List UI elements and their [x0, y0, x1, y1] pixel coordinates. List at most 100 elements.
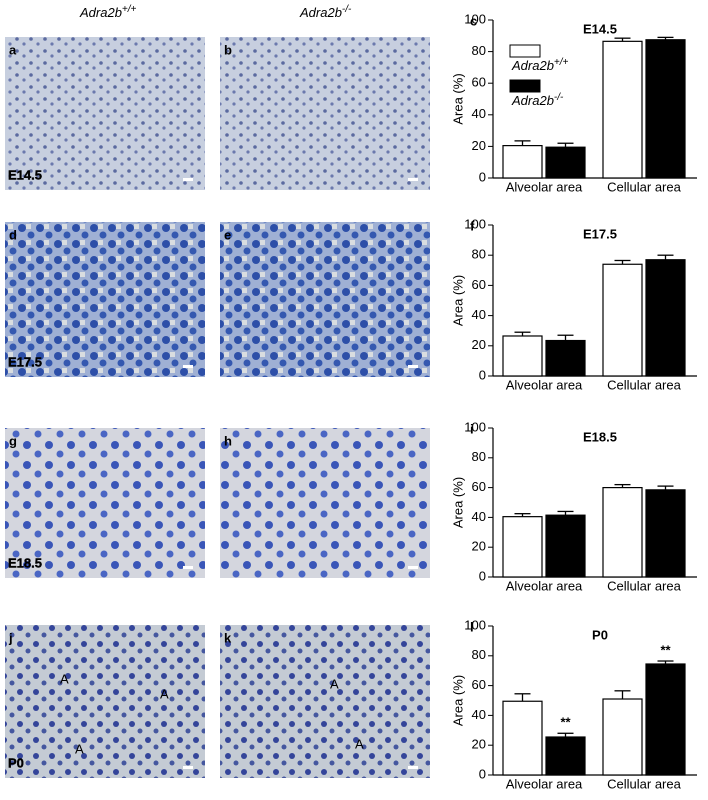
micrograph	[5, 625, 205, 778]
y-tick-label: 60	[472, 75, 486, 90]
panel-label: f	[470, 218, 475, 233]
bar	[545, 514, 586, 578]
bar	[502, 335, 543, 377]
header-name: Adra2b	[79, 5, 122, 20]
y-tick-label: 80	[472, 247, 486, 262]
chart-title: E14.5	[583, 21, 617, 36]
bar	[502, 516, 543, 578]
y-tick-label: 80	[472, 43, 486, 58]
y-tick-label: 100	[464, 11, 486, 26]
y-tick-label: 40	[472, 307, 486, 322]
scale-bar	[183, 178, 193, 181]
y-tick-label: 0	[479, 367, 486, 382]
column-header: Adra2b-/-	[299, 4, 352, 21]
scale-bar	[408, 365, 418, 368]
micrograph	[5, 37, 205, 190]
x-tick-label: Alveolar area	[506, 377, 583, 392]
bar	[645, 39, 686, 179]
x-tick-label: Cellular area	[607, 776, 681, 791]
legend-swatch	[509, 44, 541, 58]
region-label: A	[75, 741, 84, 756]
bar	[602, 40, 643, 179]
header-sup: +/+	[122, 4, 137, 15]
region-label: A	[160, 686, 169, 701]
bar	[602, 698, 643, 776]
micrograph	[220, 428, 430, 578]
y-axis-label: Area (%)	[450, 477, 465, 528]
significance: **	[560, 715, 571, 730]
bar	[502, 700, 543, 776]
y-axis-label: Area (%)	[450, 675, 465, 726]
panel-label: l	[470, 619, 474, 634]
y-tick-label: 60	[472, 479, 486, 494]
panel-label: h	[224, 433, 232, 448]
y-axis-label: Area (%)	[450, 73, 465, 124]
legend-label: Adra2b-/-	[511, 92, 564, 109]
chart-title: P0	[592, 627, 608, 642]
y-tick-label: 100	[464, 419, 486, 434]
panel-label: i	[470, 421, 474, 436]
legend-name: Adra2b	[511, 93, 554, 108]
bar	[645, 663, 686, 776]
scale-bar	[408, 178, 418, 181]
chart-title: E18.5	[583, 429, 617, 444]
micrograph	[220, 222, 430, 377]
micrograph	[5, 222, 205, 377]
y-tick-label: 0	[479, 568, 486, 583]
x-tick-label: Cellular area	[607, 179, 681, 194]
bar	[602, 487, 643, 578]
bar	[545, 339, 586, 377]
chart-title: E17.5	[583, 226, 617, 241]
y-tick-label: 40	[472, 509, 486, 524]
panel-label: a	[9, 42, 17, 57]
x-tick-label: Alveolar area	[506, 578, 583, 593]
legend-sup: +/+	[554, 57, 569, 68]
panel-label: g	[9, 433, 17, 448]
y-tick-label: 0	[479, 766, 486, 781]
panel-label: d	[9, 227, 17, 242]
header-sup: -/-	[342, 4, 352, 15]
bar	[645, 489, 686, 578]
y-tick-label: 80	[472, 449, 486, 464]
stage-label: E17.5	[8, 354, 42, 369]
y-tick-label: 20	[472, 138, 486, 153]
micrograph	[5, 428, 205, 578]
panel-label: j	[8, 630, 13, 645]
stage-label: E18.5	[8, 555, 42, 570]
bar	[545, 736, 586, 776]
scale-bar	[183, 365, 193, 368]
y-tick-label: 0	[479, 169, 486, 184]
bar	[645, 259, 686, 377]
region-label: A	[330, 676, 339, 691]
y-tick-label: 100	[464, 216, 486, 231]
bar	[502, 145, 543, 179]
y-tick-label: 60	[472, 277, 486, 292]
y-tick-label: 100	[464, 617, 486, 632]
y-tick-label: 60	[472, 677, 486, 692]
panel-label: c	[470, 13, 477, 28]
x-tick-label: Alveolar area	[506, 179, 583, 194]
y-tick-label: 20	[472, 737, 486, 752]
y-tick-label: 80	[472, 647, 486, 662]
legend-swatch	[509, 79, 541, 93]
legend-sup: -/-	[554, 92, 564, 103]
region-label: A	[355, 736, 364, 751]
scale-bar	[183, 766, 193, 769]
stage-label: P0	[8, 755, 24, 770]
bar	[602, 263, 643, 377]
legend-name: Adra2b	[511, 58, 554, 73]
stage-label: E14.5	[8, 167, 42, 182]
legend-label: Adra2b+/+	[511, 57, 569, 74]
y-tick-label: 40	[472, 106, 486, 121]
panel-label: e	[224, 227, 231, 242]
micrograph	[220, 625, 430, 778]
y-tick-label: 20	[472, 337, 486, 352]
significance: **	[660, 642, 671, 657]
region-label: A	[60, 671, 69, 686]
x-tick-label: Cellular area	[607, 578, 681, 593]
micrograph	[220, 37, 430, 190]
scale-bar	[408, 766, 418, 769]
y-axis-label: Area (%)	[450, 275, 465, 326]
